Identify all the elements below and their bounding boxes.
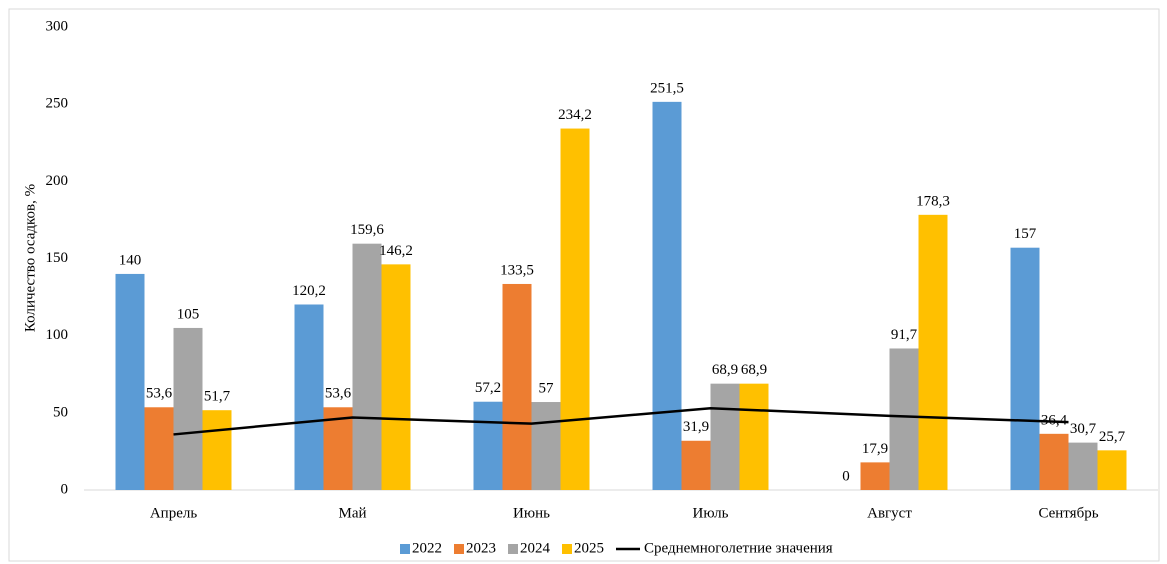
- data-label: 17,9: [862, 441, 888, 457]
- bar: [352, 243, 382, 490]
- bar: [918, 214, 948, 490]
- y-tick-label: 300: [46, 18, 69, 34]
- legend-swatch: [454, 544, 464, 554]
- legend-swatch: [562, 544, 572, 554]
- y-tick-label: 100: [46, 327, 69, 343]
- data-label: 157: [1014, 226, 1037, 242]
- y-axis-label: Количество осадков, %: [22, 184, 38, 332]
- y-tick-label: 250: [46, 96, 69, 112]
- line: [173, 406, 1069, 436]
- data-label: 140: [119, 252, 142, 268]
- x-tick-label: Июнь: [513, 505, 550, 521]
- bar: [1068, 442, 1098, 490]
- data-label: 31,9: [683, 419, 709, 435]
- bar: [739, 383, 769, 490]
- legend-label: 2023: [466, 540, 496, 556]
- data-label: 178,3: [916, 193, 950, 209]
- data-label: 68,9: [712, 362, 738, 378]
- bar: [381, 264, 411, 490]
- y-tick-label: 200: [46, 173, 69, 189]
- bar: [323, 407, 353, 490]
- chart-frame: [8, 8, 1160, 562]
- legend-swatch: [400, 544, 410, 554]
- data-label: 53,6: [325, 386, 352, 402]
- data-label: 159,6: [350, 222, 384, 238]
- legend-swatch: [508, 544, 518, 554]
- data-label: 57,2: [475, 380, 501, 396]
- bar: [531, 402, 561, 490]
- bar: [473, 401, 503, 490]
- legend-label: Среднемноголетние значения: [644, 540, 833, 556]
- data-label: 53,6: [146, 386, 173, 402]
- bar: [115, 273, 145, 490]
- bar: [173, 327, 203, 490]
- bar: [889, 348, 919, 490]
- legend-label: 2022: [412, 540, 442, 556]
- bar: [560, 128, 590, 490]
- bar: [681, 440, 711, 490]
- bar: [144, 407, 174, 490]
- data-label: 57: [539, 380, 555, 396]
- data-label: 25,7: [1099, 429, 1126, 445]
- x-tick-label: Апрель: [150, 505, 198, 521]
- bar: [652, 101, 682, 490]
- data-label: 68,9: [741, 362, 767, 378]
- bar: [294, 304, 324, 490]
- y-tick-label: 150: [46, 250, 69, 266]
- bar: [860, 462, 890, 490]
- legend-label: 2024: [520, 540, 551, 556]
- bar: [502, 283, 532, 490]
- x-tick-label: Сентябрь: [1038, 505, 1098, 521]
- data-label: 0: [842, 468, 850, 484]
- data-label: 105: [177, 306, 200, 322]
- data-label: 36,4: [1041, 412, 1068, 428]
- data-label: 251,5: [650, 80, 684, 96]
- data-label: 146,2: [379, 243, 413, 259]
- data-label: 30,7: [1070, 421, 1097, 437]
- bar: [1097, 450, 1127, 490]
- bar: [1039, 433, 1069, 490]
- bar: [710, 383, 740, 490]
- data-label: 120,2: [292, 283, 326, 299]
- data-label: 91,7: [891, 327, 918, 343]
- y-tick-label: 50: [53, 404, 68, 420]
- legend-label: 2025: [574, 540, 604, 556]
- x-tick-label: Май: [338, 505, 366, 521]
- y-tick-label: 0: [61, 481, 69, 497]
- data-label: 133,5: [500, 262, 534, 278]
- data-label: 51,7: [204, 389, 231, 405]
- data-label: 234,2: [558, 107, 592, 123]
- x-tick-label: Июль: [693, 505, 729, 521]
- bar: [202, 410, 232, 490]
- x-tick-label: Август: [867, 505, 912, 521]
- bar: [1010, 247, 1040, 490]
